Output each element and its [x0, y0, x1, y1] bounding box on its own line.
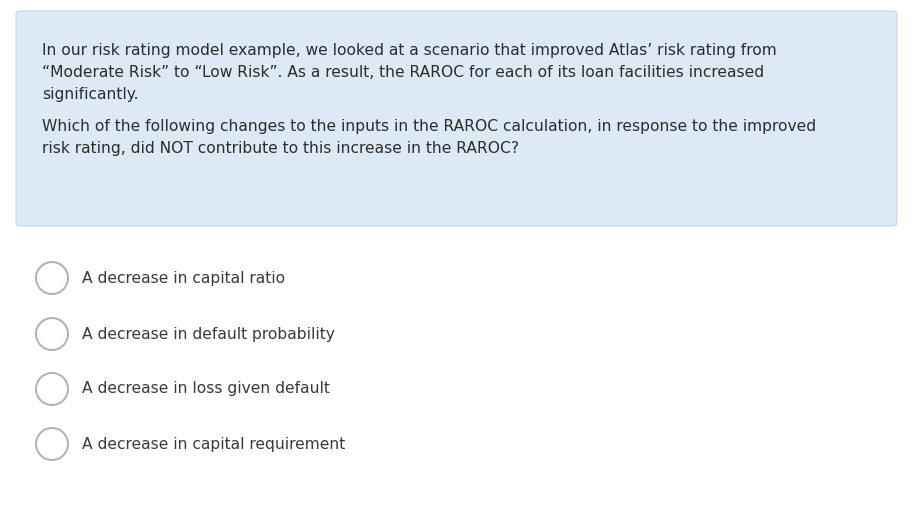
- Circle shape: [36, 428, 68, 460]
- Circle shape: [36, 318, 68, 350]
- Text: A decrease in capital requirement: A decrease in capital requirement: [82, 436, 345, 451]
- FancyBboxPatch shape: [16, 11, 897, 226]
- Text: significantly.: significantly.: [42, 87, 139, 102]
- Text: In our risk rating model example, we looked at a scenario that improved Atlas’ r: In our risk rating model example, we loo…: [42, 43, 777, 58]
- Text: A decrease in default probability: A decrease in default probability: [82, 327, 335, 341]
- Text: Which of the following changes to the inputs in the RAROC calculation, in respon: Which of the following changes to the in…: [42, 119, 816, 134]
- Text: “Moderate Risk” to “Low Risk”. As a result, the RAROC for each of its loan facil: “Moderate Risk” to “Low Risk”. As a resu…: [42, 65, 764, 80]
- Text: A decrease in loss given default: A decrease in loss given default: [82, 381, 330, 397]
- Circle shape: [36, 262, 68, 294]
- Text: A decrease in capital ratio: A decrease in capital ratio: [82, 270, 285, 286]
- Text: risk rating, did NOT contribute to this increase in the RAROC?: risk rating, did NOT contribute to this …: [42, 141, 519, 156]
- Circle shape: [36, 373, 68, 405]
